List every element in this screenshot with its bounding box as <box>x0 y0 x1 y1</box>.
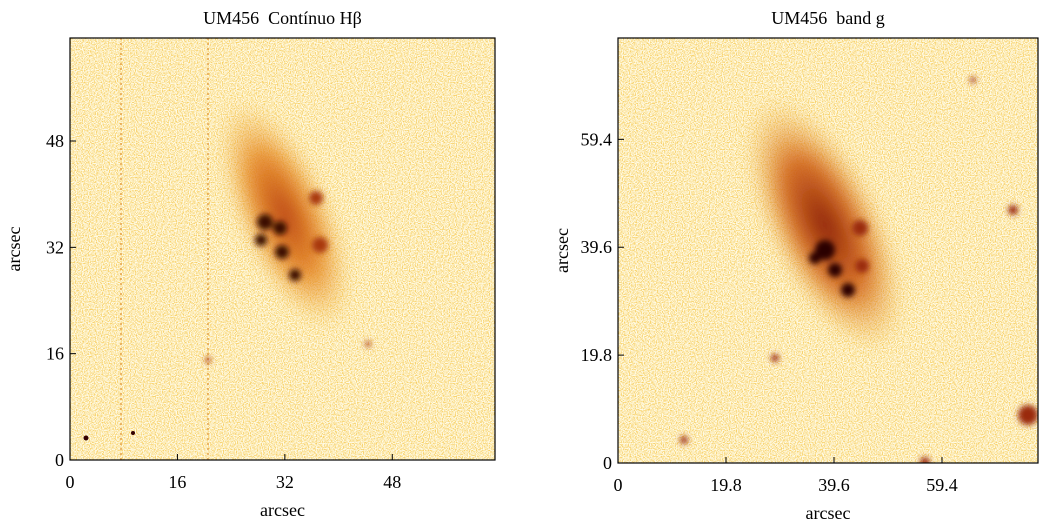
chart-title: UM456 band g <box>771 8 885 28</box>
y-axis-label: arcsec <box>4 227 24 272</box>
y-tick-label: 0 <box>603 453 612 473</box>
y-tick-label: 32 <box>46 237 64 257</box>
x-axis-label: arcsec <box>260 500 305 520</box>
image-panel <box>618 38 1038 463</box>
y-tick-label: 16 <box>46 344 64 364</box>
y-tick-label: 39.6 <box>581 237 613 257</box>
x-tick-label: 59.4 <box>926 475 958 495</box>
plot-frame <box>69 37 496 461</box>
y-axis-label: arcsec <box>552 228 572 273</box>
x-tick-label: 39.6 <box>818 475 850 495</box>
x-tick-label: 16 <box>168 472 186 492</box>
x-axis-label: arcsec <box>806 503 851 523</box>
axes: UM456 Contínuo Hβ arcsec arcsec 0 16 32 48 0 16 3… <box>4 8 1039 523</box>
x-tick-label: 0 <box>66 472 75 492</box>
x-tick-label: 48 <box>383 472 401 492</box>
plot-frame <box>617 37 1039 464</box>
x-tick-label: 0 <box>614 475 623 495</box>
chart-title: UM456 Contínuo Hβ <box>203 8 362 28</box>
x-tick-label: 19.8 <box>710 475 742 495</box>
x-tick-label: 32 <box>276 472 294 492</box>
y-tick-label: 19.8 <box>581 345 613 365</box>
y-tick-label: 48 <box>46 131 64 151</box>
image-panel <box>70 38 495 460</box>
y-tick-label: 59.4 <box>581 129 613 149</box>
y-tick-label: 0 <box>55 450 64 470</box>
